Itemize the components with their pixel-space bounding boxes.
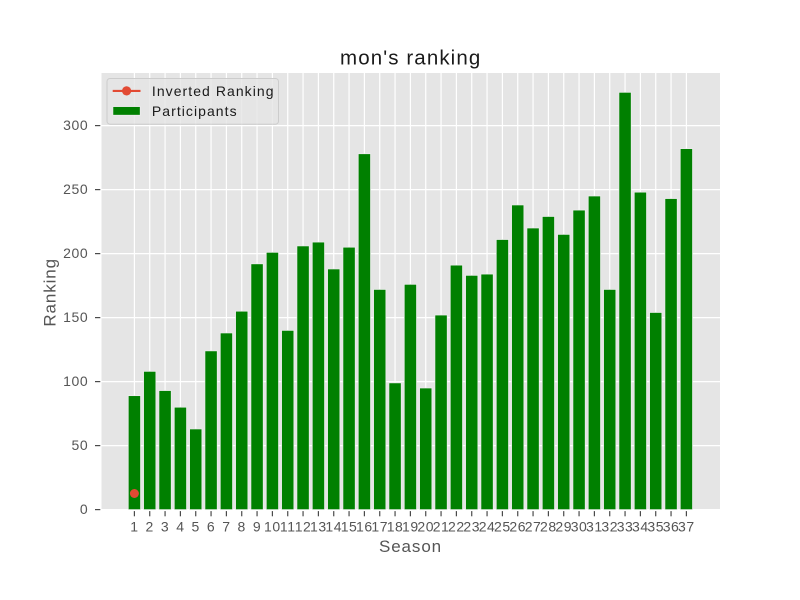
svg-text:150: 150 <box>63 309 88 325</box>
svg-text:27: 27 <box>525 518 542 534</box>
svg-text:50: 50 <box>72 437 89 453</box>
svg-text:35: 35 <box>647 518 664 534</box>
svg-text:11: 11 <box>280 518 296 534</box>
svg-text:24: 24 <box>479 518 496 534</box>
svg-text:23: 23 <box>463 518 480 534</box>
svg-text:4: 4 <box>176 518 184 534</box>
svg-text:22: 22 <box>448 518 465 534</box>
svg-text:0: 0 <box>80 501 88 517</box>
svg-text:34: 34 <box>632 518 649 534</box>
svg-text:17: 17 <box>371 518 388 534</box>
svg-text:37: 37 <box>678 518 695 534</box>
svg-text:13: 13 <box>310 518 327 534</box>
svg-text:20: 20 <box>417 518 434 534</box>
svg-text:8: 8 <box>238 518 246 534</box>
svg-text:3: 3 <box>161 518 169 534</box>
svg-text:15: 15 <box>341 518 358 534</box>
svg-text:250: 250 <box>63 181 88 197</box>
svg-text:26: 26 <box>509 518 526 534</box>
svg-text:6: 6 <box>207 518 215 534</box>
svg-text:1: 1 <box>130 518 138 534</box>
svg-text:19: 19 <box>402 518 419 534</box>
svg-text:200: 200 <box>63 245 88 261</box>
svg-text:Inverted Ranking: Inverted Ranking <box>152 83 275 99</box>
svg-text:33: 33 <box>617 518 634 534</box>
svg-text:9: 9 <box>253 518 261 534</box>
svg-text:16: 16 <box>356 518 373 534</box>
svg-text:100: 100 <box>63 373 88 389</box>
svg-text:30: 30 <box>571 518 588 534</box>
svg-text:300: 300 <box>63 117 88 133</box>
svg-text:14: 14 <box>325 518 342 534</box>
svg-text:7: 7 <box>222 518 230 534</box>
svg-text:25: 25 <box>494 518 511 534</box>
svg-text:18: 18 <box>387 518 404 534</box>
svg-text:29: 29 <box>555 518 572 534</box>
svg-text:Participants: Participants <box>152 103 238 119</box>
svg-text:31: 31 <box>586 518 603 534</box>
svg-text:12: 12 <box>295 518 312 534</box>
svg-text:Ranking: Ranking <box>41 258 60 327</box>
svg-text:21: 21 <box>433 518 450 534</box>
svg-text:5: 5 <box>192 518 200 534</box>
svg-text:mon's ranking: mon's ranking <box>340 47 481 70</box>
svg-text:32: 32 <box>601 518 618 534</box>
svg-text:10: 10 <box>264 518 281 534</box>
svg-text:28: 28 <box>540 518 557 534</box>
svg-text:Season: Season <box>379 537 442 556</box>
svg-text:2: 2 <box>146 518 154 534</box>
svg-text:36: 36 <box>663 518 680 534</box>
